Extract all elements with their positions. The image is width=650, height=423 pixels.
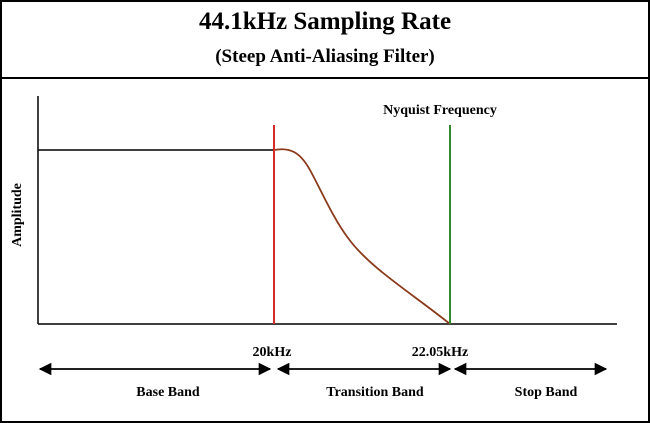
diagram-title: 44.1kHz Sampling Rate bbox=[198, 8, 452, 35]
cutoff-tick-label: 20kHz bbox=[253, 345, 292, 360]
nyquist-label: Nyquist Frequency bbox=[383, 103, 497, 118]
diagram-subtitle: (Steep Anti-Aliasing Filter) bbox=[215, 46, 435, 67]
y-axis-label: Amplitude bbox=[10, 183, 25, 247]
stop-band-label: Stop Band bbox=[515, 385, 578, 400]
filter-rolloff-curve bbox=[273, 148, 451, 325]
base-band-label: Base Band bbox=[136, 385, 200, 400]
header: 44.1kHz Sampling Rate (Steep Anti-Aliasi… bbox=[2, 2, 648, 79]
transition-band-label: Transition Band bbox=[326, 385, 424, 400]
nyquist-tick-label: 22.05kHz bbox=[412, 345, 468, 360]
